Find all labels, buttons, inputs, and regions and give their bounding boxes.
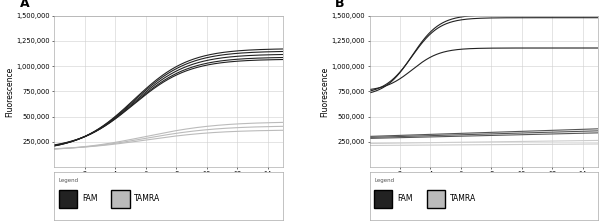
Y-axis label: Fluorescence: Fluorescence <box>320 66 329 116</box>
Text: A: A <box>20 0 30 10</box>
X-axis label: Cycle: Cycle <box>474 183 494 192</box>
X-axis label: Cycle: Cycle <box>158 183 179 192</box>
Text: FAM: FAM <box>82 194 97 203</box>
Text: B: B <box>335 0 345 10</box>
Text: FAM: FAM <box>397 194 413 203</box>
Text: TAMRA: TAMRA <box>134 194 161 203</box>
FancyBboxPatch shape <box>426 190 445 208</box>
FancyBboxPatch shape <box>112 190 130 208</box>
Text: Legend: Legend <box>374 178 394 183</box>
Text: TAMRA: TAMRA <box>449 194 476 203</box>
Text: Legend: Legend <box>59 178 79 183</box>
FancyBboxPatch shape <box>374 190 393 208</box>
Y-axis label: Fluorescence: Fluorescence <box>5 66 14 116</box>
FancyBboxPatch shape <box>59 190 77 208</box>
